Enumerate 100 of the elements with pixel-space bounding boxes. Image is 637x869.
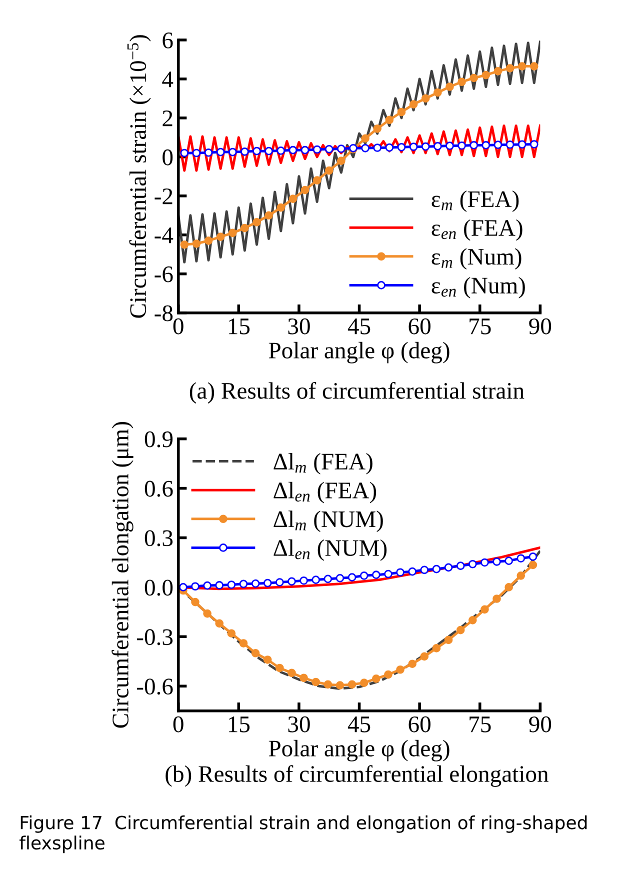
point	[288, 146, 298, 154]
point	[396, 665, 404, 674]
point	[203, 609, 212, 618]
point	[239, 580, 248, 588]
x-axis-title: Polar angle φ (deg)	[268, 342, 450, 364]
point	[288, 194, 298, 203]
point	[528, 552, 538, 561]
x-tick-label: 75	[470, 318, 491, 334]
point	[432, 644, 441, 652]
legend-label: Δl$_{en}$ (NUM)	[274, 539, 387, 561]
point	[444, 636, 453, 644]
point	[300, 186, 310, 194]
point	[228, 228, 237, 238]
point	[240, 147, 249, 156]
point	[324, 144, 334, 154]
point	[385, 116, 394, 124]
y-axis-title: Circumferential strain (×10$^{−5}$)	[127, 35, 151, 318]
x-tick-label: 30	[288, 716, 310, 732]
point	[312, 678, 320, 686]
point	[336, 574, 344, 582]
point	[530, 62, 538, 70]
point	[384, 570, 392, 578]
point	[203, 581, 212, 590]
point	[433, 142, 442, 150]
point	[446, 142, 454, 150]
point	[215, 581, 224, 590]
x-tick-label: 45	[348, 716, 370, 732]
point	[433, 88, 442, 97]
point	[360, 678, 368, 687]
point	[180, 240, 189, 249]
point	[251, 579, 260, 588]
y-tick-label: -6	[154, 266, 173, 282]
y-axis-title: Circumferential elongation (μm)	[112, 422, 134, 728]
point	[372, 674, 380, 683]
point	[482, 141, 490, 150]
point	[361, 144, 370, 152]
x-tick-label: 90	[529, 716, 552, 732]
point	[227, 580, 236, 589]
point	[204, 148, 213, 157]
point	[468, 560, 477, 568]
point	[263, 578, 272, 588]
point	[276, 203, 286, 212]
x-tick-label: 0	[173, 716, 184, 732]
y-tick-label: -2	[154, 188, 172, 204]
point	[494, 66, 502, 76]
x-tick-label: 15	[228, 318, 250, 334]
point	[516, 572, 526, 580]
point	[385, 143, 394, 152]
point	[408, 567, 416, 576]
point	[384, 670, 392, 679]
point	[470, 141, 478, 150]
point	[324, 574, 332, 584]
point	[348, 680, 356, 689]
point	[252, 218, 261, 226]
point	[312, 176, 322, 184]
legend-label: Δl$_{m}$ (FEA)	[274, 453, 372, 474]
point	[504, 583, 513, 592]
y-tick-label: 0.9	[144, 431, 173, 448]
point	[421, 94, 430, 103]
point	[456, 626, 465, 634]
text: (a) Results of circumferential strain	[190, 382, 524, 404]
point	[239, 639, 248, 648]
point	[506, 140, 514, 149]
point	[409, 100, 418, 108]
legend-label: ε$_{m}$ (Num)	[432, 248, 522, 270]
point	[458, 78, 466, 86]
point	[494, 140, 502, 149]
point	[360, 572, 368, 580]
point	[372, 570, 380, 580]
point	[530, 140, 538, 148]
y-tick-label: 0.6	[144, 480, 173, 497]
y-tick-label: 2	[162, 110, 172, 126]
point	[480, 558, 489, 567]
point	[444, 563, 453, 572]
y-tick-label: 6	[162, 32, 173, 48]
point	[300, 576, 308, 585]
x-tick-label: 0	[173, 318, 184, 334]
point	[336, 681, 344, 690]
point	[300, 674, 308, 682]
point	[409, 142, 418, 151]
point	[458, 141, 466, 150]
point	[482, 70, 490, 80]
x-tick-label: 75	[470, 716, 491, 732]
y-tick-label: 4	[162, 72, 174, 88]
point	[252, 146, 261, 156]
point	[288, 577, 296, 586]
point	[492, 557, 501, 566]
point	[192, 148, 201, 158]
point	[240, 224, 249, 232]
x-tick-label: 60	[408, 318, 430, 334]
point	[446, 82, 454, 91]
point	[192, 239, 201, 248]
y-tick-label: 0.0	[144, 580, 173, 596]
point	[480, 605, 489, 614]
y-tick-label: -4	[154, 228, 174, 244]
legend-label: ε$_{en}$ (Num)	[432, 276, 525, 298]
point	[518, 140, 526, 149]
point	[504, 556, 513, 565]
point	[276, 146, 286, 155]
legend-label: Δl$_{en}$ (FEA)	[274, 482, 376, 504]
